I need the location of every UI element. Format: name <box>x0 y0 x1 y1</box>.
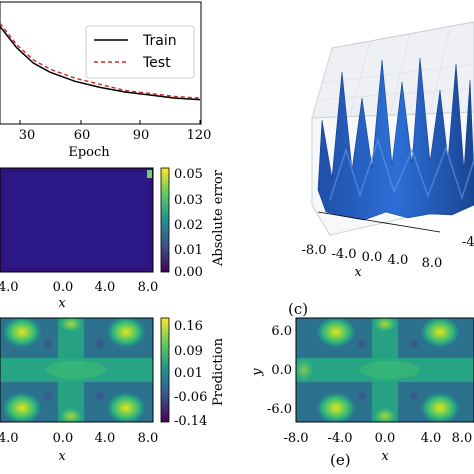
surface-xlabel: x <box>354 265 362 280</box>
exact-map-panel: (c) 6.0 0.0 -6.0 y -8.0 -4.0 <box>250 300 474 469</box>
prediction-colorbar-ticks: 0.16 0.09 0.01 -0.06 -0.14 <box>174 319 207 429</box>
exact-xtick-label: 8.0 <box>452 431 473 446</box>
exact-xtick-label: -4.0 <box>327 431 352 446</box>
surface-mesh <box>317 57 474 221</box>
prediction-xtick-label: -4.0 <box>0 431 19 446</box>
loss-legend: Train Test <box>85 25 195 79</box>
surface-xtick-label: -4.0 <box>331 247 356 262</box>
exact-y-ticks: 6.0 0.0 -6.0 <box>267 324 292 417</box>
exact-ytick-label: 6.0 <box>271 324 292 339</box>
error-colorbar-ticks: 0.05 0.03 0.02 0.01 0.00 <box>174 167 203 280</box>
prediction-cbar-tick: -0.14 <box>174 414 207 429</box>
exact-ytick-label: -6.0 <box>267 402 292 417</box>
legend-test-label: Test <box>142 55 171 71</box>
prediction-heatmap <box>0 318 153 422</box>
panel-label-e: (e) <box>330 451 351 469</box>
loss-series-test <box>0 22 201 99</box>
surface-xtick-label: 0.0 <box>362 250 383 265</box>
exact-xlabel: x <box>381 449 389 464</box>
error-colorbar <box>160 167 170 273</box>
prediction-x-ticks: -4.0 0.0 4.0 8.0 <box>0 431 158 446</box>
prediction-xtick-label: 4.0 <box>95 431 116 446</box>
prediction-cbar-tick: 0.16 <box>174 319 203 334</box>
prediction-xtick-label: 8.0 <box>138 431 159 446</box>
surface-xtick-label: 8.0 <box>422 256 443 271</box>
exact-xtick-label: 4.0 <box>421 431 442 446</box>
exact-ylabel: y <box>250 368 265 377</box>
prediction-cbar-tick: 0.01 <box>174 366 203 381</box>
prediction-cbar-tick: -0.06 <box>174 390 207 405</box>
loss-xtick-label: 30 <box>19 128 36 143</box>
legend-box <box>85 25 195 79</box>
loss-xtick-label: 120 <box>187 128 212 143</box>
exact-x-ticks: -8.0 -4.0 0.0 4.0 8.0 <box>283 431 472 446</box>
error-xtick-label: 4.0 <box>95 280 116 295</box>
prediction-colorbar-label: Prediction <box>211 337 226 406</box>
loss-xtick-label: 90 <box>133 128 150 143</box>
error-cbar-tick: 0.00 <box>174 265 203 280</box>
prediction-map-panel: -4.0 0.0 4.0 8.0 x 0.16 0.09 0.01 -0.06 … <box>0 317 226 464</box>
prediction-cbar-tick: 0.09 <box>174 344 203 359</box>
error-cbar-tick: 0.05 <box>174 167 203 182</box>
loss-xtick-label: 60 <box>74 128 91 143</box>
surface-x-axis <box>317 211 441 233</box>
surface-panel: -8.0 -4.0 0.0 4.0 8.0 x -4 <box>301 21 474 280</box>
exact-heatmap <box>296 318 474 422</box>
loss-lines <box>0 22 201 101</box>
error-cbar-tick: 0.02 <box>174 218 203 233</box>
error-xlabel: x <box>58 296 66 311</box>
error-cbar-tick: 0.01 <box>174 243 203 258</box>
error-xtick-label: 8.0 <box>138 280 159 295</box>
error-colorbar-label: Absolute error <box>211 169 226 267</box>
error-x-ticks: -4.0 0.0 4.0 8.0 <box>0 280 158 295</box>
prediction-xlabel: x <box>58 449 66 464</box>
loss-series-train <box>0 25 201 101</box>
surface-x-ticks: -8.0 -4.0 0.0 4.0 8.0 <box>301 243 442 271</box>
legend-train-label: Train <box>142 33 177 49</box>
panel-label-c: (c) <box>288 300 308 318</box>
error-xtick-label: -4.0 <box>0 280 19 295</box>
error-hotspot <box>147 170 152 178</box>
surface-xtick-label: -8.0 <box>301 243 326 258</box>
loss-panel: 30 60 90 120 Epoch Train Test <box>0 1 212 160</box>
error-map-panel: -4.0 0.0 4.0 8.0 x 0.05 0.03 0.02 0.01 0… <box>0 167 226 311</box>
loss-x-ticks: 30 60 90 120 <box>19 120 212 143</box>
prediction-xtick-label: 0.0 <box>53 431 74 446</box>
surface-xtick-label: 4.0 <box>388 253 409 268</box>
exact-xtick-label: -8.0 <box>283 431 308 446</box>
error-cbar-tick: 0.03 <box>174 193 203 208</box>
exact-ytick-label: 0.0 <box>271 363 292 378</box>
svg-text:-4: -4 <box>462 235 474 250</box>
prediction-colorbar <box>160 317 170 423</box>
loss-xlabel: Epoch <box>68 145 110 160</box>
error-xtick-label: 0.0 <box>53 280 74 295</box>
exact-xtick-label: 0.0 <box>375 431 396 446</box>
